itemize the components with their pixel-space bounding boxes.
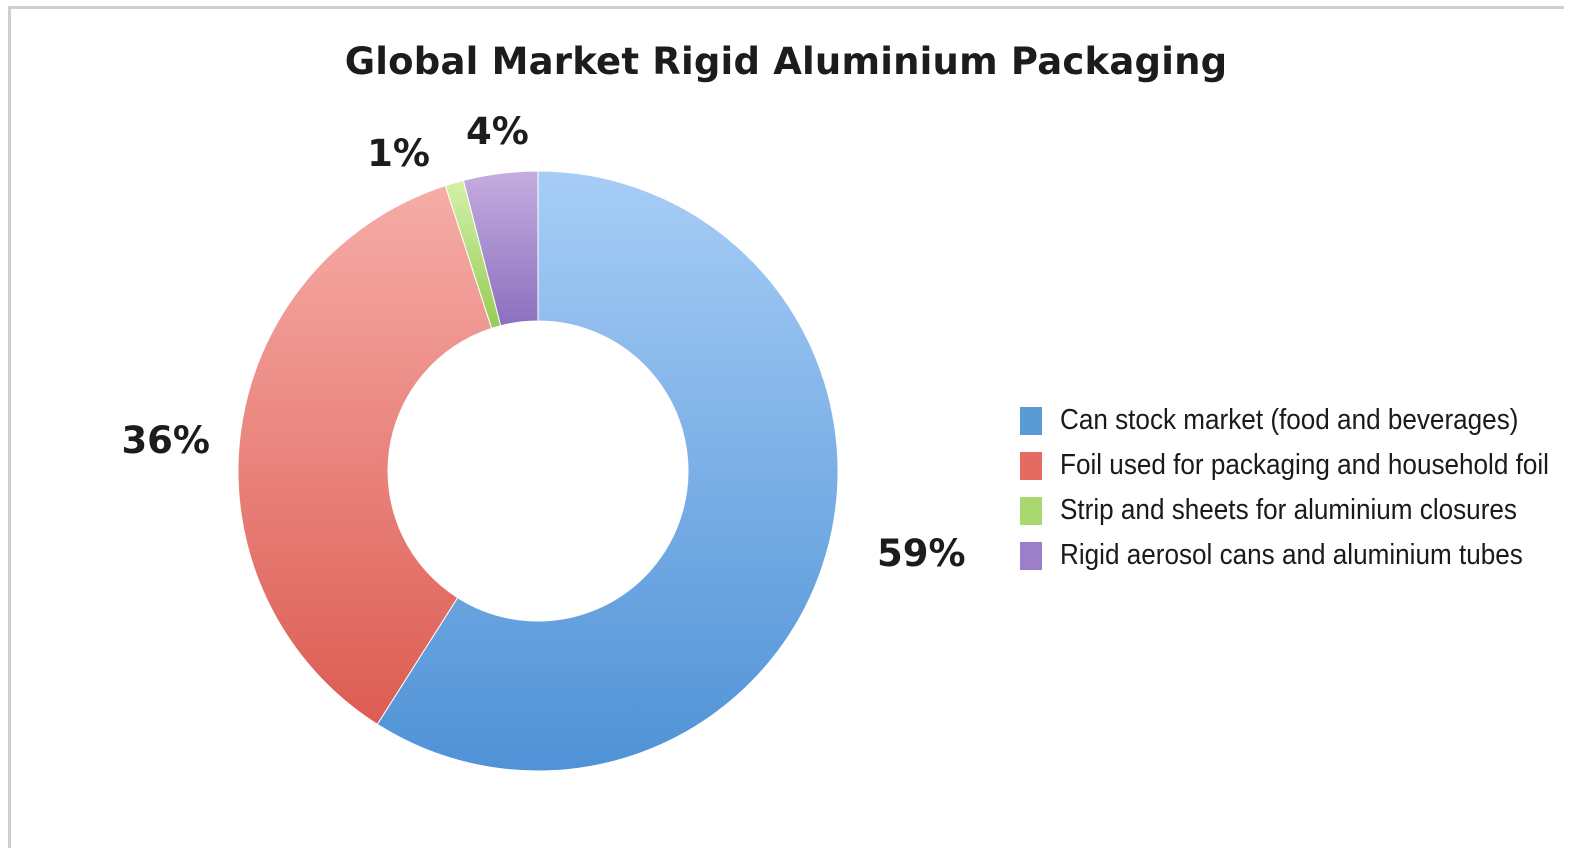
legend-swatch bbox=[1020, 406, 1042, 435]
legend-label: Can stock market (food and beverages) bbox=[1060, 404, 1519, 436]
data-label-foil: 36% bbox=[121, 419, 210, 462]
legend-label: Rigid aerosol cans and aluminium tubes bbox=[1060, 539, 1523, 571]
legend: Can stock market (food and beverages) Fo… bbox=[1020, 398, 1572, 578]
slice-foil bbox=[237, 185, 493, 725]
data-label-aerosol-tubes: 4% bbox=[466, 110, 529, 153]
slice-aerosol-tubes bbox=[462, 170, 539, 327]
legend-swatch bbox=[1020, 541, 1042, 570]
slice-can-stock bbox=[376, 170, 839, 772]
legend-label: Foil used for packaging and household fo… bbox=[1060, 449, 1549, 481]
legend-item-strip-sheets: Strip and sheets for aluminium closures bbox=[1020, 488, 1572, 533]
legend-item-can-stock: Can stock market (food and beverages) bbox=[1020, 398, 1572, 443]
chart-title: Global Market Rigid Aluminium Packaging bbox=[344, 40, 1228, 83]
legend-item-foil: Foil used for packaging and household fo… bbox=[1020, 443, 1572, 488]
legend-label: Strip and sheets for aluminium closures bbox=[1060, 494, 1517, 526]
legend-item-aerosol-tubes: Rigid aerosol cans and aluminium tubes bbox=[1020, 533, 1572, 578]
legend-swatch bbox=[1020, 496, 1042, 525]
legend-swatch bbox=[1020, 451, 1042, 480]
data-label-can-stock: 59% bbox=[877, 532, 966, 575]
data-label-strip-sheets: 1% bbox=[367, 132, 430, 175]
